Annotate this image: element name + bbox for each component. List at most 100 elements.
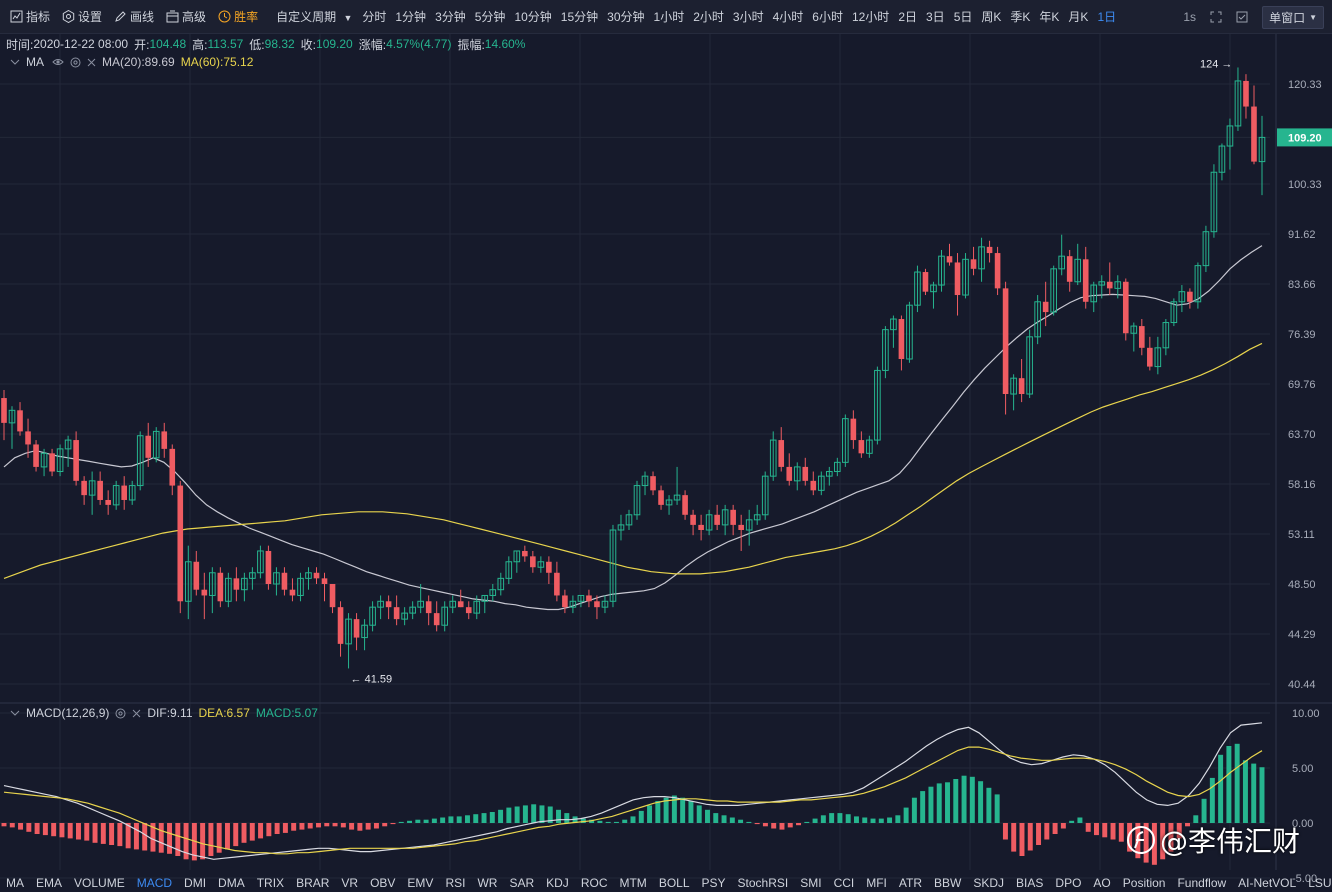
period-option[interactable]: 季K xyxy=(1010,10,1031,24)
fullscreen-icon[interactable] xyxy=(1210,11,1222,23)
indicator-tab[interactable]: WR xyxy=(477,876,498,890)
collapse-chevron-icon[interactable] xyxy=(10,58,20,66)
open-value: 104.48 xyxy=(149,37,187,51)
period-option[interactable]: 4小时 xyxy=(772,10,804,24)
indicator-tab[interactable]: DMI xyxy=(184,876,207,890)
candle-body xyxy=(105,499,111,505)
eye-icon[interactable] xyxy=(52,57,64,67)
macd-histogram-bar xyxy=(1011,823,1017,852)
period-option[interactable]: 2小时 xyxy=(693,10,724,24)
draw-button[interactable]: 画线 xyxy=(114,8,154,25)
min-price-marker: ← 41.59 xyxy=(351,673,393,685)
period-option[interactable]: 分时 xyxy=(362,10,387,24)
period-option[interactable]: 1分钟 xyxy=(395,10,427,24)
indicator-tab[interactable]: BRAR xyxy=(296,876,330,890)
close-icon[interactable] xyxy=(87,58,96,67)
indicator-tab[interactable]: OBV xyxy=(370,876,396,890)
custom-period-dropdown[interactable]: 自定义周期 ▼ xyxy=(276,8,352,25)
high-value: 113.57 xyxy=(207,37,244,51)
close-icon[interactable] xyxy=(132,709,141,718)
candle-body xyxy=(1042,301,1049,313)
high-label: 高: xyxy=(192,37,208,52)
single-window-dropdown[interactable]: 单窗口 ▼ xyxy=(1262,5,1324,29)
indicator-tab[interactable]: MACD xyxy=(136,876,173,890)
interval-label[interactable]: 1s xyxy=(1183,10,1197,24)
indicator-tab[interactable]: KDJ xyxy=(546,876,569,890)
indicator-tab[interactable]: TRIX xyxy=(256,876,285,890)
indicator-tab[interactable]: RSI xyxy=(445,876,466,890)
indicator-tab[interactable]: BIAS xyxy=(1016,876,1044,890)
macd-histogram-bar xyxy=(282,823,288,833)
period-option[interactable]: 3小时 xyxy=(732,10,764,24)
indicator-tab[interactable]: PSY xyxy=(701,876,726,890)
period-option[interactable]: 1小时 xyxy=(653,10,685,24)
indicator-tab[interactable]: VOLUME xyxy=(74,876,125,890)
indicator-tab[interactable]: SKDJ xyxy=(973,876,1005,890)
settings-button[interactable]: 设置 xyxy=(62,8,102,25)
indicator-tab[interactable]: MA xyxy=(6,876,24,890)
indicator-tab[interactable]: EMV xyxy=(407,876,434,890)
indicator-tab[interactable]: Position xyxy=(1122,876,1166,890)
period-option[interactable]: 3分钟 xyxy=(435,10,466,24)
indicator-tab[interactable]: StochRSI xyxy=(737,876,789,890)
macd-histogram-bar xyxy=(887,817,893,823)
indicator-tab[interactable]: MTM xyxy=(619,876,647,890)
period-option[interactable]: 6小时 xyxy=(812,10,843,24)
indicator-tab[interactable]: BBW xyxy=(934,876,962,890)
candle-body xyxy=(353,619,360,638)
macd-histogram-bar xyxy=(1185,823,1190,827)
screenshot-icon[interactable] xyxy=(1236,11,1248,23)
advanced-button[interactable]: 高级 xyxy=(166,8,206,25)
period-option[interactable]: 12小时 xyxy=(851,10,890,24)
period-option[interactable]: 3日 xyxy=(926,10,945,24)
period-option[interactable]: 1日 xyxy=(1097,10,1117,24)
macd-histogram-bar xyxy=(407,820,413,823)
period-option[interactable]: 15分钟 xyxy=(560,10,599,24)
indicator-tab[interactable]: VR xyxy=(341,876,359,890)
candle-body xyxy=(858,440,865,454)
candle-body xyxy=(1234,80,1242,127)
winrate-button[interactable]: 胜率 xyxy=(218,8,258,25)
indicator-tab[interactable]: LSUR xyxy=(1308,876,1332,890)
candle-body xyxy=(73,440,79,481)
indicator-tab[interactable]: ATR xyxy=(898,876,923,890)
period-option[interactable]: 2日 xyxy=(898,10,917,24)
indicator-tab[interactable]: SMI xyxy=(800,876,822,890)
period-option[interactable]: 10分钟 xyxy=(514,10,552,24)
indicator-tab[interactable]: AI-NetVOL xyxy=(1238,876,1297,890)
indicator-tab[interactable]: DMA xyxy=(218,876,245,890)
indicator-tab[interactable]: CCI xyxy=(833,876,855,890)
macd-histogram-bar xyxy=(713,813,719,823)
indicator-tab[interactable]: AO xyxy=(1093,876,1111,890)
period-option[interactable]: 月K xyxy=(1068,10,1089,24)
indicator-tab[interactable]: ROC xyxy=(580,876,608,890)
period-option[interactable]: 周K xyxy=(981,10,1002,24)
candle-body xyxy=(1082,259,1089,302)
period-option[interactable]: 30分钟 xyxy=(607,10,645,24)
period-option[interactable]: 5分钟 xyxy=(474,10,506,24)
macd-histogram-bar xyxy=(349,823,355,830)
indicators-button[interactable]: 指标 xyxy=(10,8,50,25)
indicator-tab[interactable]: SAR xyxy=(509,876,535,890)
candle-body xyxy=(473,600,481,614)
indicator-tab[interactable]: BOLL xyxy=(658,876,690,890)
indicator-tab[interactable]: EMA xyxy=(36,876,63,890)
gear-icon[interactable] xyxy=(70,57,81,68)
candle-body xyxy=(209,572,216,596)
ohlc-info: 时间: 2020-12-22 08:00 开: 104.48 高: 113.57… xyxy=(6,36,531,52)
candle-body xyxy=(594,601,600,608)
candle-body xyxy=(946,256,953,263)
macd-value: MACD:5.07 xyxy=(255,706,318,720)
candle-body xyxy=(97,480,103,500)
gear-icon[interactable] xyxy=(115,708,126,719)
indicator-tab[interactable]: DPO xyxy=(1055,876,1082,890)
candle-body xyxy=(562,595,568,608)
period-option[interactable]: 5日 xyxy=(953,10,973,24)
candle-body xyxy=(761,475,769,516)
indicator-tab[interactable]: Fundflow xyxy=(1177,876,1227,890)
period-option[interactable]: 年K xyxy=(1039,10,1060,24)
collapse-chevron-icon[interactable] xyxy=(10,709,20,717)
last-price-label: 109.20 xyxy=(1288,132,1322,144)
indicator-tab[interactable]: MFI xyxy=(866,876,887,890)
